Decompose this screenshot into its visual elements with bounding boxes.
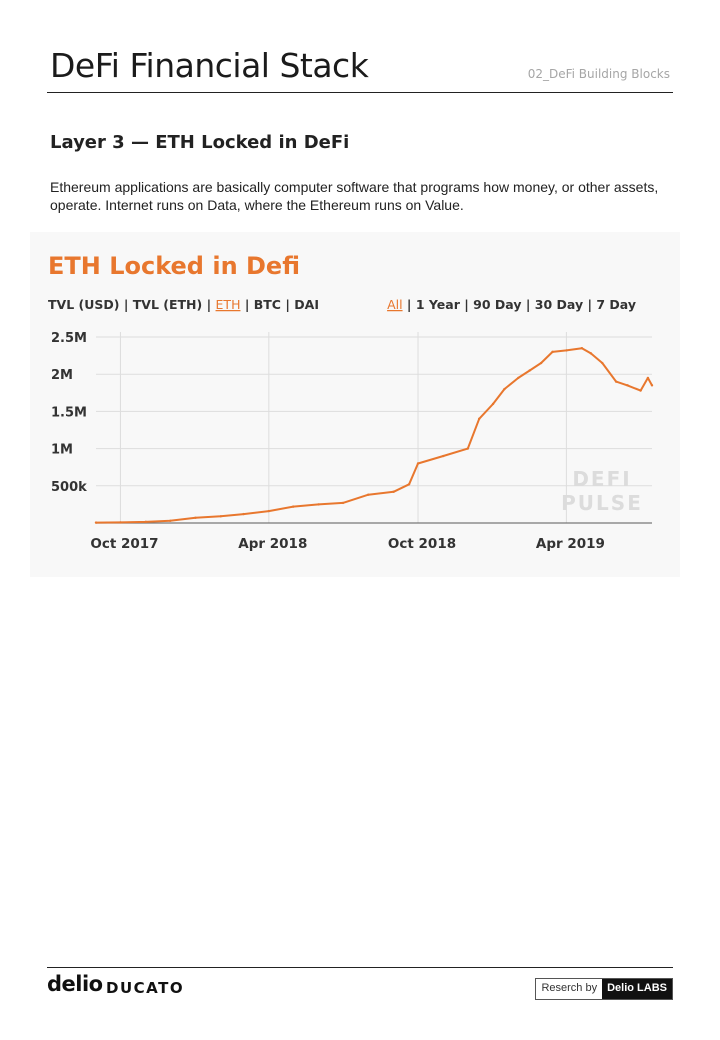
y-tick-label: 1.5M (51, 405, 87, 420)
data-point (565, 349, 568, 352)
data-point (367, 493, 370, 496)
y-tick-label: 1M (51, 443, 73, 458)
body-paragraph: Ethereum applications are basically comp… (50, 179, 659, 213)
data-point (219, 515, 222, 518)
range-tab-7-day[interactable]: 7 Day (596, 297, 636, 312)
section-subtitle: Layer 3 — ETH Locked in DeFi (50, 132, 350, 153)
metric-tab-dai[interactable]: DAI (294, 297, 319, 312)
x-tick-label: Apr 2018 (238, 536, 307, 552)
data-point (491, 402, 495, 406)
data-point (477, 417, 481, 421)
metric-tab-tvl-eth-[interactable]: TVL (ETH) (133, 297, 202, 312)
research-label: Reserch by (536, 979, 603, 999)
y-tick-label: 2.5M (51, 331, 87, 346)
chart-title: ETH Locked in Defi (48, 252, 300, 280)
eth-locked-chart: ETH Locked in Defi TVL (USD) | TVL (ETH)… (30, 232, 680, 577)
data-point (267, 509, 271, 513)
grid-layer (96, 332, 652, 523)
footer-divider (47, 967, 673, 968)
data-point (601, 361, 604, 365)
range-separator: | (521, 297, 534, 312)
data-point (466, 447, 469, 450)
data-point (589, 352, 593, 355)
data-point (503, 387, 506, 391)
metric-tabs: TVL (USD) | TVL (ETH) | ETH | BTC | DAI (48, 297, 319, 312)
watermark-line-2: PULSE (561, 491, 643, 515)
x-tick-label: Oct 2018 (388, 536, 456, 552)
metric-tab-tvl-usd-[interactable]: TVL (USD) (48, 297, 119, 312)
header-divider (47, 92, 673, 93)
range-separator: | (460, 297, 473, 312)
axis-layer: 500k 1M 1.5M 2M 2.5M Oct 2017 Apr 2018 Oct 2018… (51, 331, 652, 552)
data-point (94, 521, 98, 524)
section-label: 02_DeFi Building Blocks (527, 67, 670, 81)
data-point (119, 521, 122, 524)
metric-separator: | (240, 297, 253, 312)
x-tick-label: Apr 2019 (536, 536, 605, 552)
data-point (407, 483, 411, 486)
data-point (650, 384, 654, 387)
page-title: DeFi Financial Stack (50, 46, 369, 85)
range-tab-1-year[interactable]: 1 Year (416, 297, 461, 312)
research-brand: Delio LABS (602, 979, 672, 999)
data-point (528, 369, 531, 372)
metric-tab-btc[interactable]: BTC (254, 297, 281, 312)
data-point (144, 520, 147, 524)
data-point (317, 503, 320, 506)
data-point (551, 350, 554, 354)
y-tick-label: 500k (51, 480, 87, 495)
data-point (392, 490, 395, 493)
data-point (416, 462, 420, 465)
y-tick-label: 2M (51, 368, 73, 383)
data-point (517, 376, 520, 380)
range-tabs: All | 1 Year | 90 Day | 30 Day | 7 Day (387, 297, 636, 312)
range-tab-all[interactable]: All (387, 297, 403, 312)
data-point (639, 389, 642, 392)
data-point (292, 505, 295, 508)
metric-separator: | (119, 297, 132, 312)
metric-separator: | (202, 297, 215, 312)
x-tick-label: Oct 2017 (90, 536, 158, 552)
range-separator: | (403, 297, 416, 312)
data-point (626, 384, 629, 387)
metric-tab-eth[interactable]: ETH (216, 297, 241, 312)
range-separator: | (583, 297, 596, 312)
series-points (94, 346, 654, 524)
metric-separator: | (281, 297, 294, 312)
data-point (580, 346, 584, 350)
data-point (539, 361, 543, 365)
data-point (646, 376, 650, 380)
chart-background (30, 232, 680, 577)
data-point (614, 380, 618, 383)
chart-svg: ETH Locked in Defi TVL (USD) | TVL (ETH)… (30, 232, 680, 577)
ducato-logo: DUCATO (106, 979, 185, 997)
data-point (194, 516, 197, 519)
data-point (168, 519, 172, 522)
data-point (442, 454, 445, 458)
watermark-line-1: DEFI (572, 467, 631, 491)
research-badge: Reserch by Delio LABS (535, 978, 673, 1000)
delio-logo: delio (47, 972, 103, 996)
range-tab-90-day[interactable]: 90 Day (473, 297, 521, 312)
data-point (341, 501, 345, 505)
data-point (242, 512, 245, 516)
range-tab-30-day[interactable]: 30 Day (535, 297, 583, 312)
